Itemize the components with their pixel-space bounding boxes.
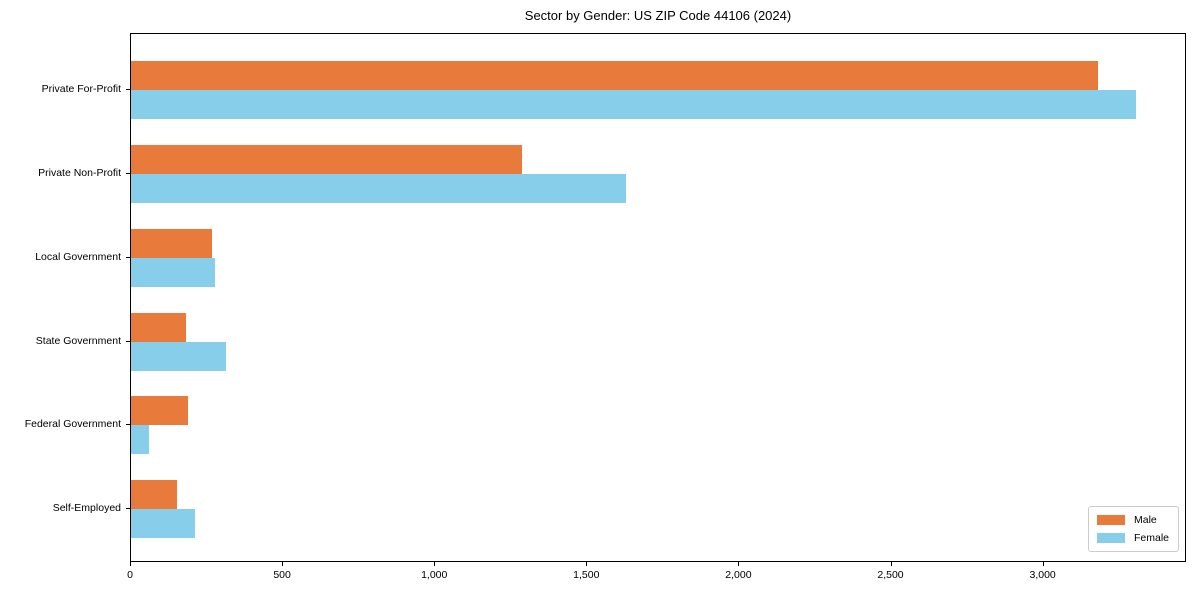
xtick-mark [586, 562, 588, 566]
bar-male-local-government [131, 228, 212, 258]
legend: Male Female [1088, 506, 1179, 552]
ytick-label-state-government: State Government [35, 334, 121, 347]
legend-swatch-female [1097, 533, 1125, 543]
xtick-label-2000: 2,000 [725, 569, 752, 581]
xtick-mark [1042, 562, 1044, 566]
legend-item-male: Male [1097, 513, 1170, 528]
ytick-label-private-non-profit: Private Non-Profit [38, 166, 121, 179]
bar-male-federal-government [131, 396, 189, 426]
xtick-label-2500: 2,500 [877, 569, 904, 581]
chart-title: Sector by Gender: US ZIP Code 44106 (202… [524, 8, 792, 23]
bar-female-private-for-profit [131, 90, 1136, 119]
ytick-mark [126, 89, 130, 90]
xtick-mark [434, 562, 436, 566]
legend-swatch-male [1097, 515, 1125, 525]
bar-female-private-non-profit [131, 173, 627, 203]
bar-female-federal-government [131, 425, 149, 455]
ytick-label-private-for-profit: Private For-Profit [41, 83, 121, 95]
xtick-label-500: 500 [273, 569, 291, 581]
ytick-label-federal-government: Federal Government [24, 418, 121, 431]
xtick-label-3000: 3,000 [1029, 569, 1056, 581]
ytick-mark [126, 508, 130, 510]
ytick-label-self-employed: Self-Employed [52, 502, 121, 515]
xtick-label-1500: 1,500 [573, 569, 600, 581]
legend-item-female: Female [1097, 531, 1170, 546]
bar-male-private-for-profit [131, 61, 1099, 90]
legend-label-female: Female [1134, 532, 1170, 544]
ytick-mark [126, 256, 130, 258]
xtick-mark [282, 562, 284, 566]
bar-male-state-government [131, 312, 187, 342]
plot-area [130, 33, 1186, 562]
bar-female-local-government [131, 257, 215, 287]
ytick-mark [126, 340, 130, 342]
ytick-mark [126, 424, 130, 426]
bar-female-state-government [131, 341, 226, 371]
xtick-mark [890, 562, 892, 566]
legend-label-male: Male [1134, 514, 1157, 526]
ytick-mark [126, 172, 130, 174]
xtick-mark [130, 562, 131, 566]
xtick-label-1000: 1,000 [421, 569, 448, 581]
bar-female-self-employed [131, 509, 196, 539]
xtick-mark [738, 562, 740, 566]
xtick-label-0: 0 [127, 569, 133, 581]
bar-male-private-non-profit [131, 144, 522, 174]
ytick-label-local-government: Local Government [35, 250, 121, 263]
bar-male-self-employed [131, 480, 177, 510]
